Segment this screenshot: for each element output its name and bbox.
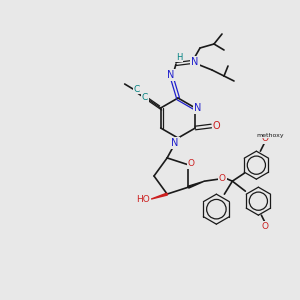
Text: N: N xyxy=(194,103,201,113)
Text: C: C xyxy=(134,85,140,94)
Text: H: H xyxy=(176,52,182,62)
Text: C: C xyxy=(142,92,148,101)
Text: O: O xyxy=(219,174,226,183)
Text: methoxy: methoxy xyxy=(256,133,284,138)
Text: N: N xyxy=(167,70,175,80)
Text: N: N xyxy=(171,138,179,148)
Text: O: O xyxy=(262,222,269,231)
Text: O: O xyxy=(262,134,269,143)
Text: O: O xyxy=(212,121,220,131)
Text: O: O xyxy=(188,159,195,168)
Polygon shape xyxy=(188,181,204,188)
Text: HO: HO xyxy=(136,195,150,204)
Text: N: N xyxy=(191,57,199,67)
Polygon shape xyxy=(151,193,167,199)
